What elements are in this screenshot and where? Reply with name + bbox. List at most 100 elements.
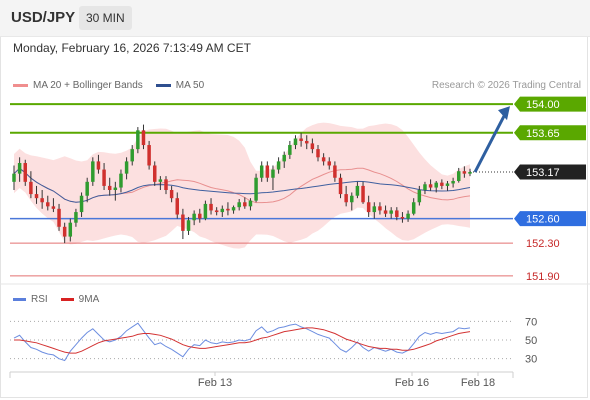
candle-body (451, 181, 455, 184)
candle (411, 198, 416, 216)
candle (310, 138, 315, 154)
candle-body (378, 206, 382, 211)
candle-body (411, 202, 416, 214)
candle-body (372, 206, 377, 213)
candle-body (12, 173, 16, 182)
ma50-swatch (155, 84, 171, 87)
candle (243, 197, 247, 209)
timeframe-button[interactable]: 30 MIN (79, 6, 132, 30)
candle-body (276, 161, 281, 170)
candle (451, 177, 455, 188)
candle (237, 198, 241, 211)
candle (378, 202, 382, 215)
candle-body (333, 165, 337, 178)
candle (462, 166, 467, 178)
candle-body (462, 171, 467, 174)
candle-body (248, 200, 253, 207)
9ma-swatch (60, 298, 74, 301)
candle-body (350, 195, 354, 203)
candle-body (40, 198, 44, 203)
candle (12, 165, 16, 190)
candle (136, 127, 140, 154)
x-tick-label: Feb 13 (198, 377, 232, 389)
legend-ma50-label: MA 50 (175, 80, 205, 91)
candle (96, 154, 101, 174)
candle-body (259, 165, 264, 178)
legend-item-bollinger: MA 20 + Bollinger Bands (13, 80, 143, 91)
candle-body (293, 138, 298, 146)
rsi-ma-line (14, 327, 471, 354)
candle-body (181, 214, 185, 231)
candle-body (62, 226, 67, 237)
candle (254, 173, 258, 203)
candle-body (456, 171, 461, 182)
legend-item-9ma: 9MA (60, 294, 99, 305)
rsi-tick-30: 30 (525, 354, 537, 366)
candle (327, 157, 332, 170)
candle (383, 205, 388, 217)
rsi-tick-70: 70 (525, 316, 537, 328)
candle-body (271, 169, 275, 178)
candle-body (428, 184, 433, 188)
candle-body (400, 216, 405, 219)
datetime-label: Monday, February 16, 2026 7:13:49 AM CET (13, 41, 251, 55)
level-label-152-30: 152.30 (526, 238, 560, 250)
candle-body (198, 213, 202, 219)
candle (158, 176, 163, 190)
candle-body (51, 206, 56, 209)
candle (57, 203, 61, 231)
candle-body (417, 190, 422, 203)
candle (40, 190, 44, 209)
candle-body (164, 179, 168, 190)
candle (34, 185, 39, 204)
candle (231, 205, 236, 214)
candle (299, 132, 303, 147)
candle (29, 171, 33, 199)
candle-body (96, 161, 101, 170)
candle-body (74, 212, 78, 223)
rsi-legend: RSI 9MA (13, 294, 112, 305)
candle-body (113, 187, 118, 190)
symbol-label: USD/JPY (11, 9, 76, 26)
candle (186, 216, 191, 235)
candle-body (237, 202, 241, 208)
candle (147, 140, 151, 170)
candle-body (226, 208, 230, 211)
candle (175, 192, 180, 219)
candle-body (107, 185, 112, 190)
candle (220, 205, 225, 217)
candle-body (355, 185, 360, 196)
candle (406, 210, 410, 222)
candle (23, 159, 28, 186)
candle (304, 135, 309, 150)
ma50-line (13, 167, 471, 203)
candle-body (152, 165, 157, 182)
legend-item-rsi: RSI (13, 294, 48, 305)
candle-body (29, 181, 33, 195)
candle (130, 145, 134, 166)
x-tick-label: Feb 18 (461, 377, 495, 389)
candle-body (130, 149, 134, 162)
credit-text: Research © 2026 Trading Central (431, 80, 581, 91)
candle-body (361, 185, 365, 203)
candle (113, 181, 118, 201)
candle (350, 192, 354, 211)
candle-body (220, 208, 225, 213)
candle-body (23, 163, 28, 182)
rsi-tick-50: 50 (525, 335, 537, 347)
candle-body (327, 161, 332, 166)
level-label-153-65: 153.65 (526, 128, 560, 140)
candle (361, 181, 365, 204)
candle (62, 222, 67, 244)
price-legend: MA 20 + Bollinger Bands MA 50 (13, 80, 217, 91)
candle-body (192, 213, 196, 221)
candle (68, 218, 73, 242)
candle (338, 173, 343, 199)
candle-body (214, 210, 219, 213)
legend-rsi-label: RSI (31, 294, 48, 305)
candle (428, 179, 433, 191)
candle-body (288, 145, 292, 155)
candle (248, 198, 253, 211)
candle (102, 163, 106, 190)
candle (316, 145, 320, 162)
